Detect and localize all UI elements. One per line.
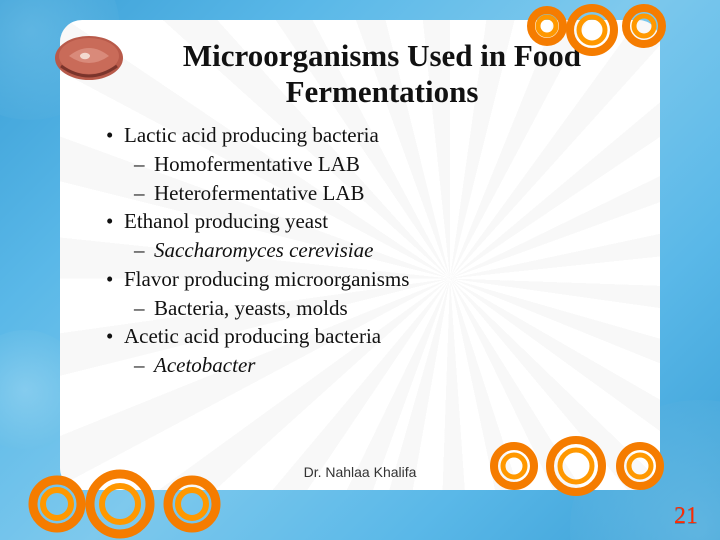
bullet-level1: Ethanol producing yeast bbox=[106, 208, 630, 236]
bullet-text: Flavor producing microorganisms bbox=[124, 267, 409, 291]
author-footer: Dr. Nahlaa Khalifa bbox=[60, 464, 660, 480]
bullet-level2: Heterofermentative LAB bbox=[106, 180, 630, 208]
bullet-level1: Lactic acid producing bacteria bbox=[106, 122, 630, 150]
bullet-level1: Flavor producing microorganisms bbox=[106, 266, 630, 294]
slide-title: Microorganisms Used in Food Fermentation… bbox=[104, 34, 630, 119]
bullet-level2: Bacteria, yeasts, molds bbox=[106, 295, 630, 323]
bullet-level2: Saccharomyces cerevisiae bbox=[106, 237, 630, 265]
bullet-text: Lactic acid producing bacteria bbox=[124, 123, 379, 147]
bullet-text: Ethanol producing yeast bbox=[124, 209, 328, 233]
bullet-level2: Homofermentative LAB bbox=[106, 151, 630, 179]
bullet-level2: Acetobacter bbox=[106, 352, 630, 380]
bullet-list: Lactic acid producing bacteria Homofermen… bbox=[104, 119, 630, 379]
bullet-level1: Acetic acid producing bacteria bbox=[106, 323, 630, 351]
bullet-text: Heterofermentative LAB bbox=[154, 181, 365, 205]
bullet-text: Homofermentative LAB bbox=[154, 152, 360, 176]
content-panel: Microorganisms Used in Food Fermentation… bbox=[60, 20, 660, 490]
bullet-text: Saccharomyces cerevisiae bbox=[154, 238, 373, 262]
bullet-text: Acetic acid producing bacteria bbox=[124, 324, 381, 348]
page-number: 21 bbox=[674, 503, 698, 530]
bullet-text: Acetobacter bbox=[154, 353, 255, 377]
bullet-text: Bacteria, yeasts, molds bbox=[154, 296, 348, 320]
